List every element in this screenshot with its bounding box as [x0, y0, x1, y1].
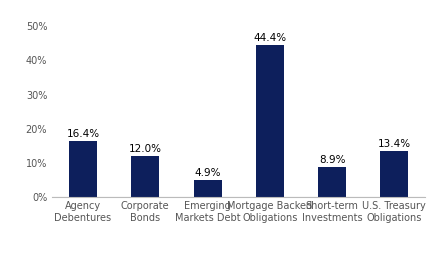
Bar [132, 156, 159, 197]
Bar [194, 181, 222, 197]
Text: 13.4%: 13.4% [378, 139, 411, 149]
Text: 8.9%: 8.9% [319, 155, 345, 165]
Bar [256, 45, 284, 197]
Text: 12.0%: 12.0% [129, 144, 162, 154]
Text: 16.4%: 16.4% [66, 129, 100, 139]
Bar [69, 141, 97, 197]
Text: 44.4%: 44.4% [253, 33, 286, 43]
Text: 4.9%: 4.9% [194, 169, 221, 178]
Bar [380, 151, 408, 197]
Bar [318, 167, 346, 197]
